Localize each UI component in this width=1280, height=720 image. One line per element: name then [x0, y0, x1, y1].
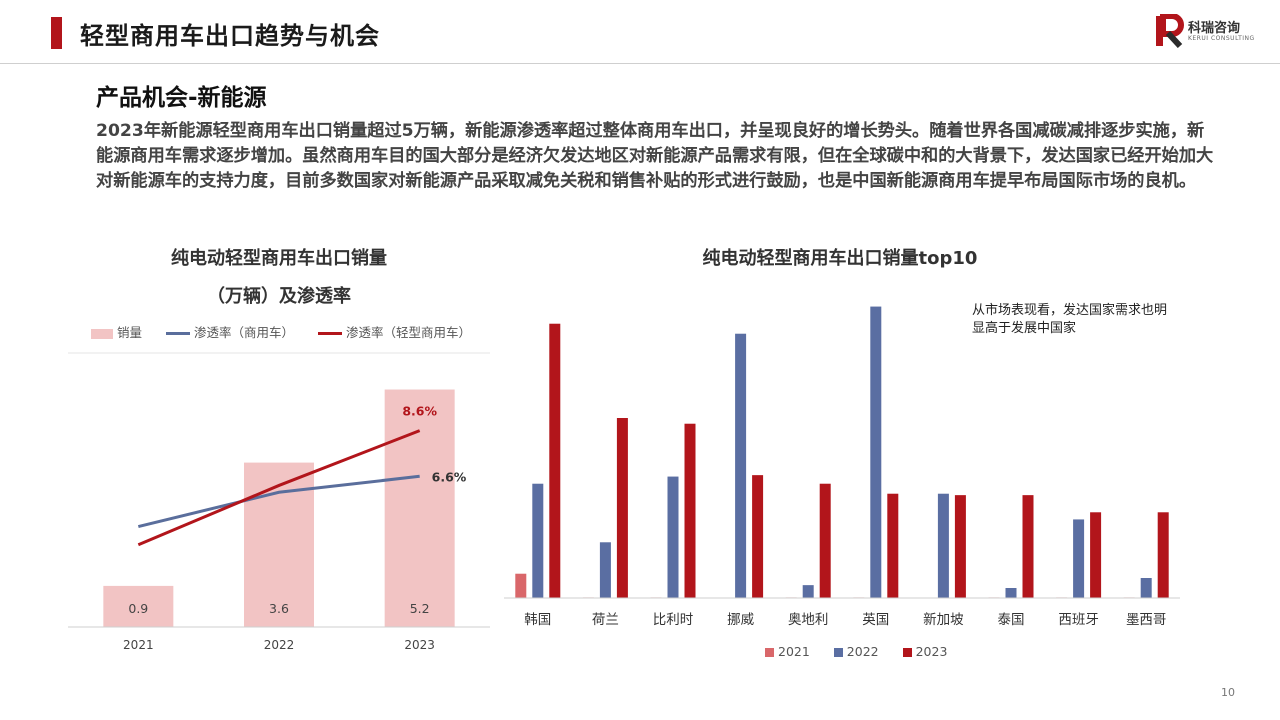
legend-swatch-2022 — [833, 648, 843, 657]
page-number: 10 — [1221, 686, 1235, 699]
legend-label-2022: 2022 — [846, 644, 879, 659]
legend-label-2021: 2021 — [778, 644, 810, 659]
bar-2023 — [549, 323, 561, 598]
left-chart-legend: 销量 渗透率（商用车） 渗透率（轻型商用车） — [91, 322, 491, 341]
legend-swatch-penetration-cv — [166, 332, 190, 335]
legend-item-2021: 2021 — [765, 644, 810, 659]
x-tick-label: 泰国 — [998, 612, 1025, 628]
legend-label-2023: 2023 — [915, 644, 948, 659]
right-chart-title: 纯电动轻型商用车出口销量top10 — [702, 248, 978, 269]
sales-bar-label: 5.2 — [410, 601, 430, 616]
x-tick-label: 西班牙 — [1058, 612, 1099, 628]
logo-mark-icon — [1156, 14, 1184, 48]
sales-bar — [103, 585, 174, 627]
x-tick-label: 奥地利 — [788, 611, 829, 628]
x-tick-label: 2022 — [264, 638, 295, 652]
bar-2022 — [1073, 519, 1085, 598]
section-title: 产品机会-新能源 — [96, 85, 267, 111]
legend-item-2023: 2023 — [902, 644, 948, 659]
bar-2023 — [1090, 512, 1102, 598]
x-tick-label: 2023 — [404, 638, 435, 652]
bar-2022 — [870, 306, 882, 598]
bar-2023 — [752, 475, 764, 598]
bar-2022 — [735, 333, 747, 598]
bar-2021 — [515, 573, 527, 598]
sales-bar — [384, 389, 455, 627]
x-tick-label: 墨西哥 — [1126, 612, 1167, 628]
x-tick-label: 荷兰 — [592, 612, 619, 628]
x-tick-label: 挪威 — [727, 612, 755, 628]
legend-swatch-2023 — [902, 648, 912, 657]
bar-2023 — [684, 423, 696, 598]
bar-2023 — [1022, 495, 1034, 598]
sales-bar-label: 0.9 — [128, 601, 148, 616]
penetration-lcv-end-label: 8.6% — [402, 404, 437, 419]
section-body: 2023年新能源轻型商用车出口销量超过5万辆，新能源渗透率超过整体商用车出口，并… — [96, 121, 1214, 191]
bar-2022 — [599, 542, 611, 598]
page-title: 轻型商用车出口趋势与机会 — [80, 22, 380, 50]
bar-2022 — [1140, 578, 1152, 598]
sales-bar-label: 3.6 — [269, 601, 289, 616]
market-note: 从市场表现看，发达国家需求也明显高于发展中国家 — [972, 303, 1168, 336]
x-tick-label: 新加坡 — [923, 612, 964, 628]
legend-item-2022: 2022 — [833, 644, 879, 659]
header-accent-bar — [51, 17, 62, 49]
logo-name: 科瑞咨询 — [1188, 21, 1241, 36]
legend-label-penetration-cv: 渗透率（商用车） — [194, 325, 295, 340]
bar-2023 — [616, 418, 628, 598]
bar-2023 — [819, 483, 831, 598]
bar-2023 — [954, 495, 966, 598]
penetration-cv-end-label: 6.6% — [432, 469, 467, 484]
x-tick-label: 韩国 — [524, 612, 551, 628]
penetration-line — [137, 474, 420, 528]
legend-swatch-sales — [91, 328, 113, 339]
left-chart-title-line1: 纯电动轻型商用车出口销量 — [171, 248, 387, 269]
header-divider — [0, 63, 1280, 64]
legend-item-sales: 销量 — [91, 322, 142, 341]
right-chart-legend: 2021 2022 2023 — [765, 644, 967, 659]
bar-2023 — [887, 493, 899, 598]
bar-2022 — [937, 493, 949, 598]
bar-2022 — [532, 483, 544, 598]
legend-swatch-penetration-lcv — [318, 332, 342, 335]
legend-label-penetration-lcv: 渗透率（轻型商用车） — [346, 325, 472, 340]
bar-2022 — [667, 476, 679, 598]
legend-swatch-2021 — [765, 648, 774, 657]
x-tick-label: 比利时 — [653, 612, 694, 628]
bar-2022 — [1005, 588, 1017, 598]
x-tick-label: 英国 — [862, 611, 889, 628]
left-chart-title-line2: （万辆）及渗透率 — [207, 286, 351, 307]
legend-label-sales: 销量 — [117, 325, 143, 340]
company-logo: 科瑞咨询 KERUI CONSULTING — [1154, 14, 1254, 50]
bar-2022 — [802, 585, 814, 598]
penetration-line — [137, 429, 421, 547]
x-tick-label: 2021 — [123, 638, 154, 652]
logo-english: KERUI CONSULTING — [1188, 35, 1255, 42]
bar-2023 — [1157, 512, 1169, 598]
legend-item-penetration-lcv: 渗透率（轻型商用车） — [318, 322, 471, 341]
legend-item-penetration-cv: 渗透率（商用车） — [166, 322, 294, 341]
